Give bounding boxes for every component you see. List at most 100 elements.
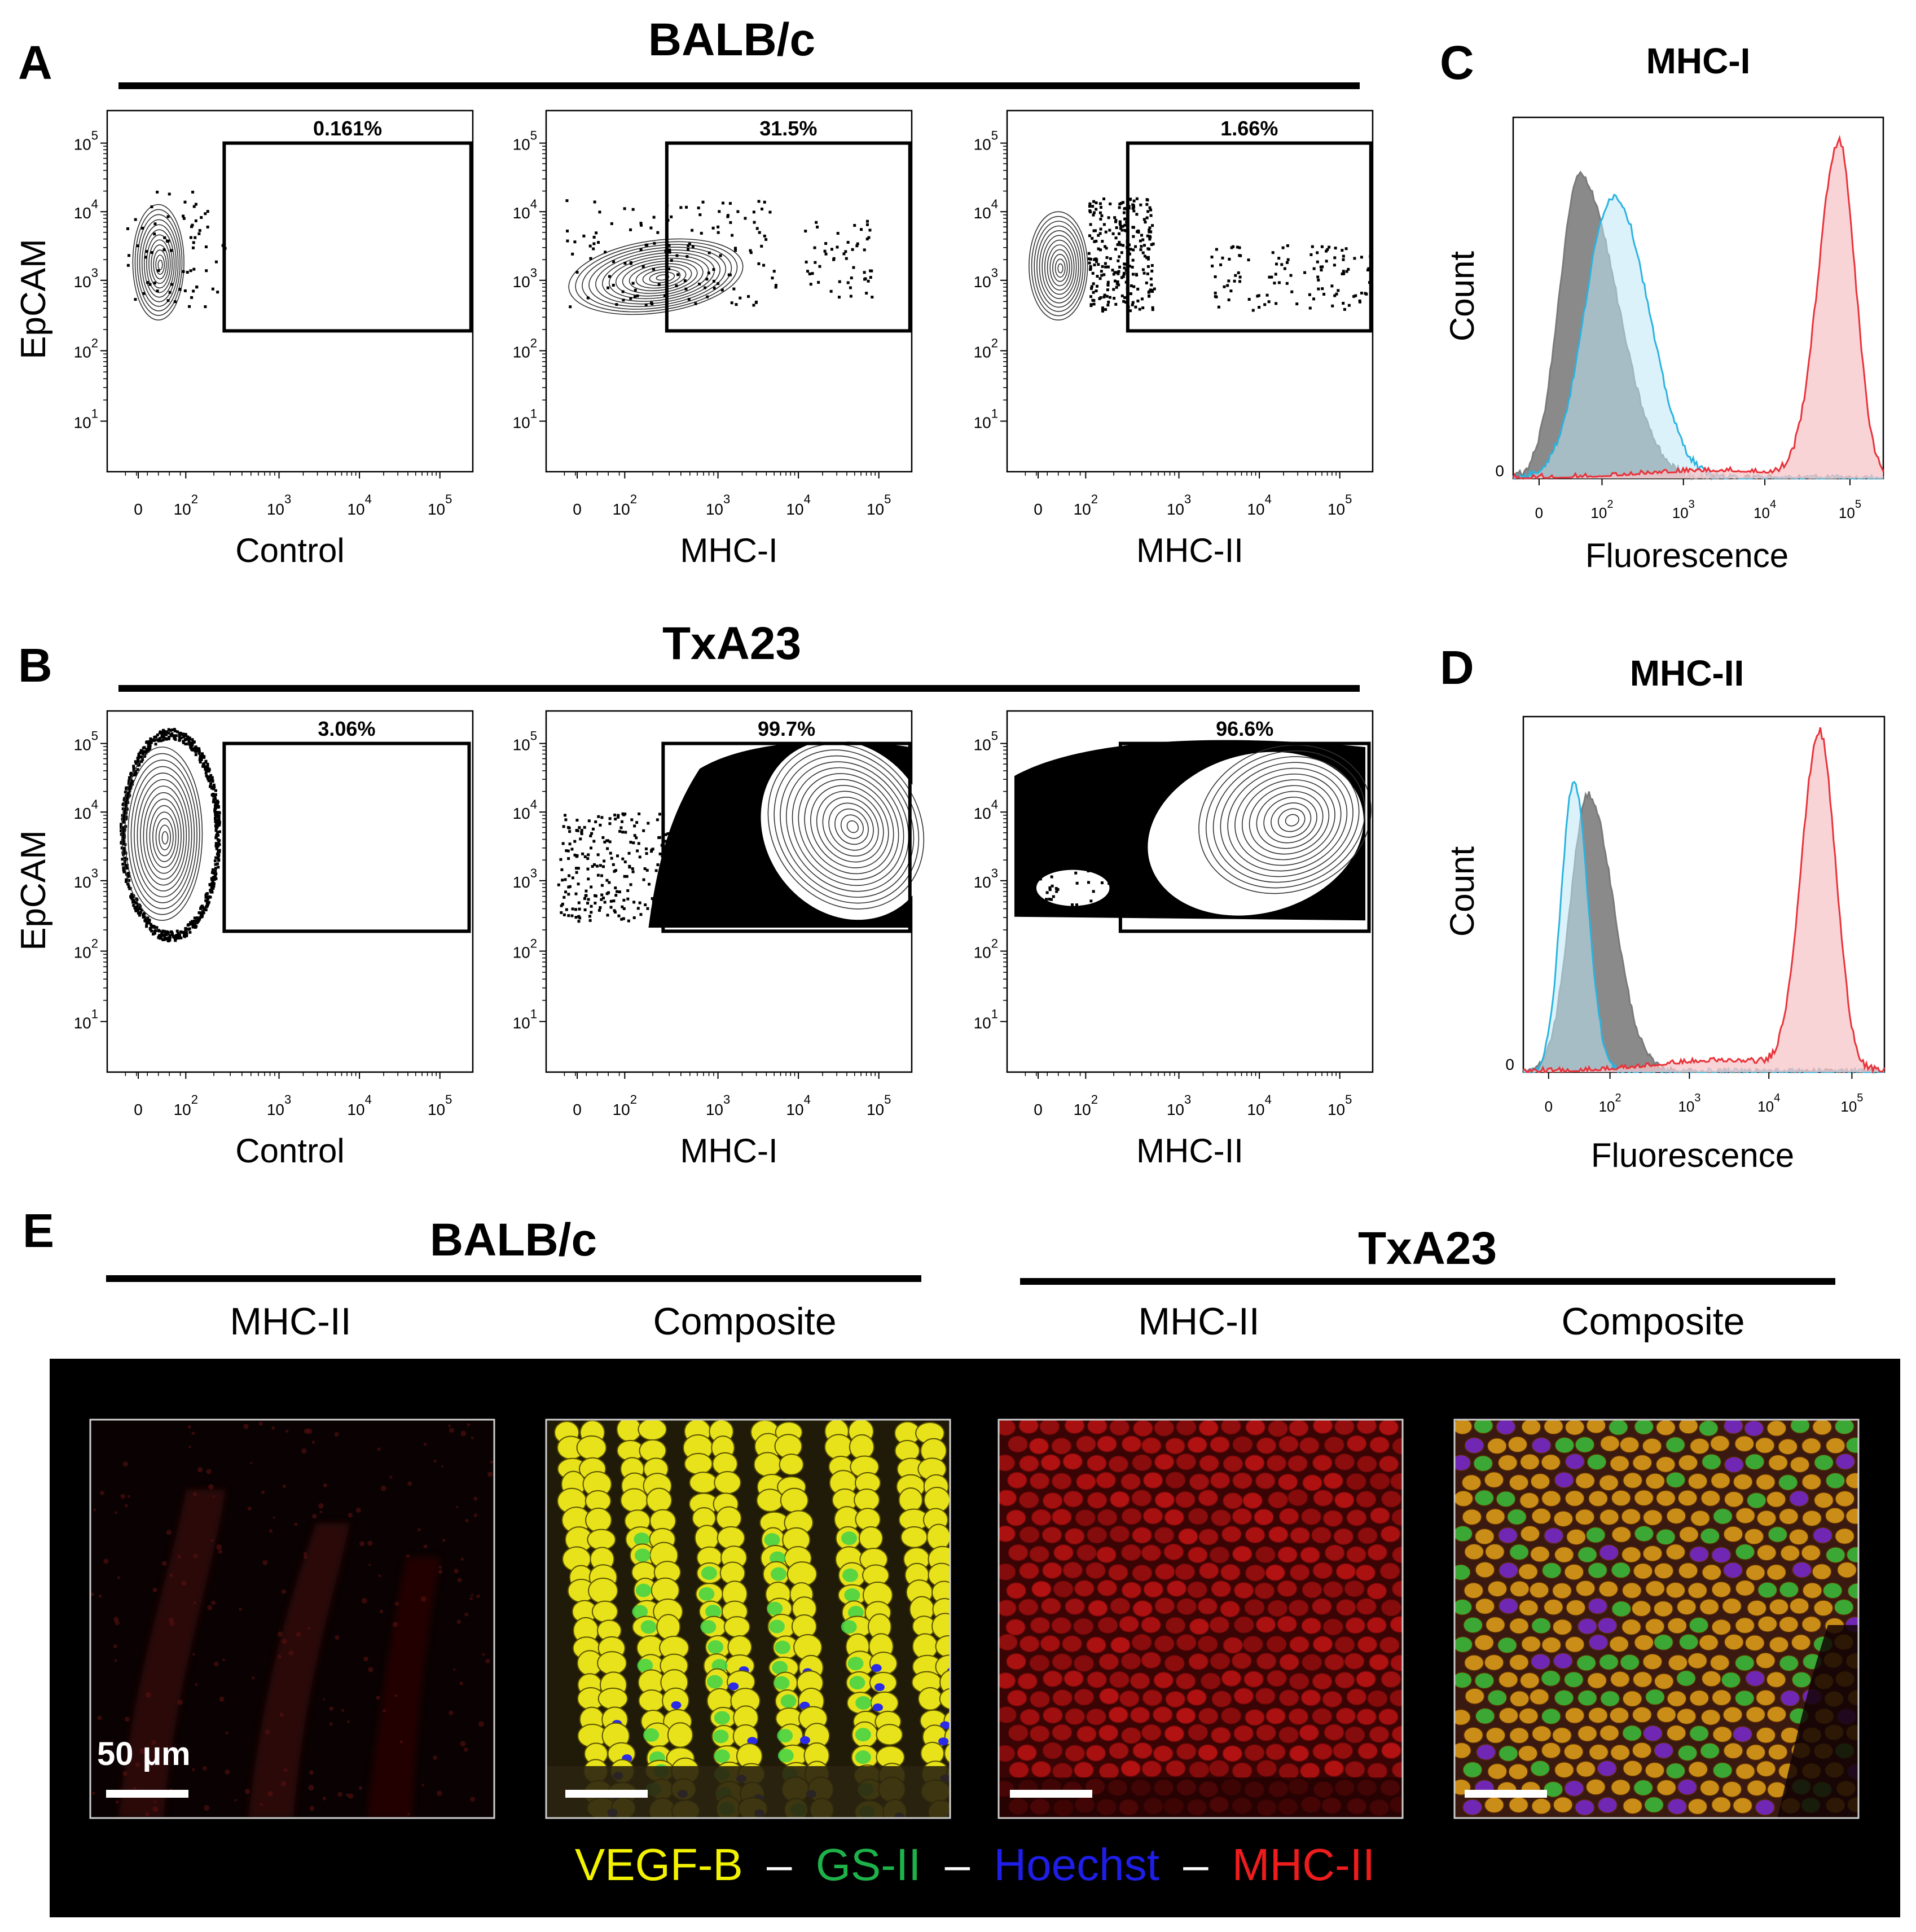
event-dot (122, 810, 126, 814)
cell (1110, 1636, 1131, 1654)
y-tick-label: 101 (513, 1007, 537, 1031)
event-dot (120, 826, 123, 829)
cell (1543, 1781, 1563, 1798)
cell (1076, 1473, 1096, 1490)
event-dot (210, 882, 214, 885)
event-dot (575, 871, 578, 874)
signal-speck (394, 1601, 399, 1606)
cell (1519, 1492, 1540, 1509)
event-dot (163, 236, 166, 239)
event-dot (1101, 306, 1104, 310)
event-dot (1256, 295, 1259, 298)
cell (1666, 1507, 1686, 1525)
cell (1474, 1528, 1495, 1545)
event-dot (639, 913, 643, 916)
cell (1768, 1454, 1788, 1472)
signal-speck (208, 1484, 214, 1490)
cell (1175, 1672, 1196, 1690)
event-dot (633, 295, 636, 298)
signal-speck (490, 1460, 493, 1464)
y-tick-label: 105 (74, 729, 98, 754)
event-dot (755, 227, 759, 230)
event-dot (656, 818, 659, 822)
nucleus (799, 1736, 810, 1745)
signal-speck (146, 1692, 151, 1698)
cell (1518, 1599, 1539, 1617)
event-dot (1023, 813, 1027, 816)
cell (1018, 1491, 1039, 1509)
event-dot (584, 894, 587, 897)
event-dot (150, 205, 153, 209)
cell (1141, 1616, 1161, 1634)
event-dot (216, 291, 219, 294)
event-dot (196, 917, 200, 921)
cell (1498, 1597, 1519, 1614)
cell (1634, 1525, 1654, 1542)
event-dot (557, 883, 560, 886)
event-dot (217, 817, 221, 820)
y-tick-label: 104 (74, 197, 98, 222)
cell (1131, 1490, 1152, 1507)
event-dot (581, 852, 585, 855)
event-dot (642, 829, 645, 832)
event-dot (137, 758, 140, 761)
event-dot (1061, 794, 1065, 797)
cell (1553, 1796, 1573, 1814)
event-dot (851, 248, 854, 251)
gsii-cell (855, 1696, 872, 1710)
cell (1766, 1564, 1787, 1581)
event-dot (1360, 291, 1363, 295)
signal-speck (210, 1539, 214, 1542)
cell (1496, 1490, 1516, 1508)
event-dot (157, 936, 160, 939)
cell (1187, 1436, 1207, 1454)
event-dot (1052, 775, 1056, 778)
event-dot (622, 917, 625, 920)
event-dot (863, 278, 867, 281)
event-dot (160, 739, 163, 743)
cell (869, 1671, 898, 1694)
signal-speck (476, 1594, 480, 1599)
cell (1289, 1673, 1309, 1690)
event-dot (206, 776, 210, 780)
cell (917, 1687, 943, 1711)
event-dot (587, 877, 590, 881)
event-dot (150, 929, 153, 933)
event-dot (599, 823, 602, 827)
event-dot (600, 816, 604, 819)
event-dot (1150, 283, 1153, 287)
event-dot (561, 842, 565, 845)
x-tick-label: 103 (1167, 492, 1191, 518)
signal-speck (377, 1447, 381, 1451)
cell (1735, 1763, 1756, 1780)
cell (1778, 1474, 1798, 1491)
event-dot (1141, 306, 1145, 310)
event-dot (1247, 258, 1250, 262)
cell (1062, 1561, 1083, 1579)
cell (1074, 1655, 1094, 1672)
event-dot (179, 930, 182, 933)
event-dot (122, 837, 125, 840)
event-dot (1093, 229, 1097, 232)
cell (876, 1724, 903, 1746)
event-dot (1335, 292, 1338, 296)
event-dot (589, 834, 592, 837)
event-dot (701, 200, 705, 204)
cell (1454, 1671, 1473, 1689)
event-dot (1219, 263, 1223, 266)
cell (1700, 1709, 1721, 1726)
cell (1265, 1564, 1286, 1581)
cell (1575, 1508, 1595, 1526)
event-dot (836, 245, 839, 249)
contour-line (1054, 258, 1066, 278)
cell (898, 1487, 923, 1513)
cell (1313, 1490, 1334, 1507)
event-dot (177, 937, 181, 940)
cell (756, 1488, 784, 1512)
signal-speck (114, 1659, 117, 1662)
cell (1712, 1725, 1733, 1743)
event-dot (127, 885, 130, 889)
event-dot (178, 735, 181, 738)
signal-speck (288, 1650, 294, 1656)
event-dot (629, 228, 632, 231)
